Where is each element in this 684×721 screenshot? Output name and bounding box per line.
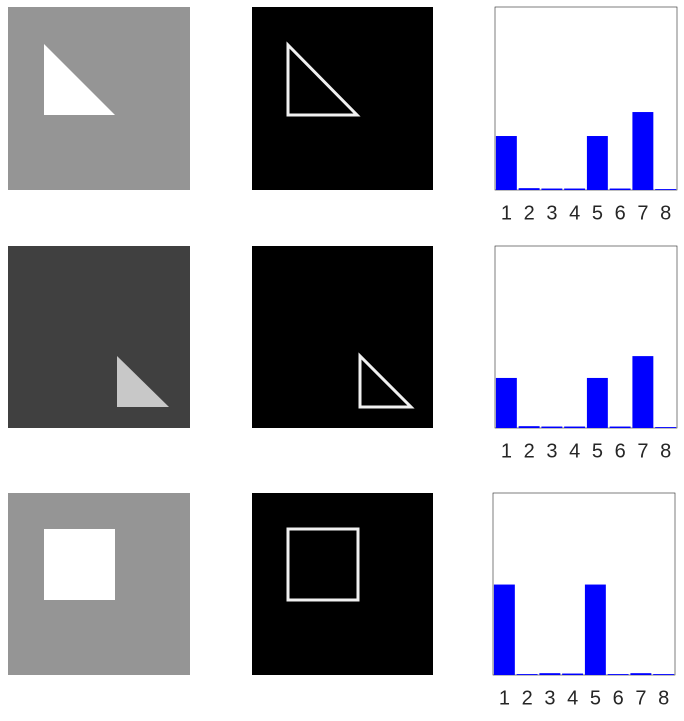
edge bbox=[286, 41, 361, 117]
x-tick-label: 4 bbox=[567, 687, 578, 709]
x-tick-label: 4 bbox=[569, 440, 580, 462]
bar bbox=[541, 188, 563, 190]
input-image bbox=[8, 246, 190, 428]
x-tick-label: 1 bbox=[499, 687, 510, 709]
bar bbox=[539, 673, 561, 675]
bar bbox=[493, 584, 515, 675]
shape bbox=[117, 356, 169, 407]
plot-area bbox=[492, 492, 676, 676]
bar bbox=[586, 377, 608, 428]
edge bbox=[286, 527, 360, 602]
x-tick-label: 7 bbox=[637, 440, 648, 462]
x-tick-label: 6 bbox=[615, 202, 626, 224]
bar bbox=[653, 674, 675, 675]
bar bbox=[564, 426, 586, 428]
bar bbox=[586, 136, 608, 190]
x-tick-label: 3 bbox=[546, 440, 557, 462]
bar bbox=[632, 356, 654, 428]
x-tick-label: 2 bbox=[522, 687, 533, 709]
x-tick-label: 5 bbox=[590, 687, 601, 709]
x-tick-label: 3 bbox=[546, 202, 557, 224]
x-tick-label: 2 bbox=[524, 440, 535, 462]
x-tick-label: 6 bbox=[615, 440, 626, 462]
x-tick-label: 6 bbox=[613, 687, 624, 709]
bar bbox=[516, 674, 538, 675]
shape bbox=[44, 529, 115, 600]
bar bbox=[584, 584, 606, 675]
bar bbox=[630, 673, 652, 675]
bar bbox=[518, 426, 540, 428]
x-tick-label: 8 bbox=[660, 202, 671, 224]
bar bbox=[607, 674, 629, 675]
input-image bbox=[8, 7, 190, 190]
x-tick-label: 4 bbox=[569, 202, 580, 224]
x-tick-label: 7 bbox=[637, 202, 648, 224]
bar bbox=[632, 112, 654, 190]
x-tick-label: 5 bbox=[592, 440, 603, 462]
bar bbox=[541, 426, 563, 428]
bar bbox=[609, 426, 631, 428]
x-tick-label: 8 bbox=[658, 687, 669, 709]
bar bbox=[609, 188, 631, 190]
plot-area bbox=[494, 245, 678, 429]
bar bbox=[518, 188, 540, 190]
x-tick-label: 7 bbox=[635, 687, 646, 709]
x-tick-label: 5 bbox=[592, 202, 603, 224]
x-tick-label: 1 bbox=[501, 202, 512, 224]
bar bbox=[562, 673, 584, 675]
x-tick-label: 8 bbox=[660, 440, 671, 462]
x-tick-label: 1 bbox=[501, 440, 512, 462]
bar bbox=[495, 377, 517, 428]
shape bbox=[44, 44, 115, 115]
edge-image bbox=[252, 493, 433, 675]
x-tick-label: 3 bbox=[544, 687, 555, 709]
bar bbox=[564, 188, 586, 190]
edge bbox=[358, 352, 415, 409]
bar bbox=[655, 189, 677, 190]
x-tick-label: 2 bbox=[524, 202, 535, 224]
bar bbox=[655, 427, 677, 428]
bar bbox=[495, 136, 517, 190]
